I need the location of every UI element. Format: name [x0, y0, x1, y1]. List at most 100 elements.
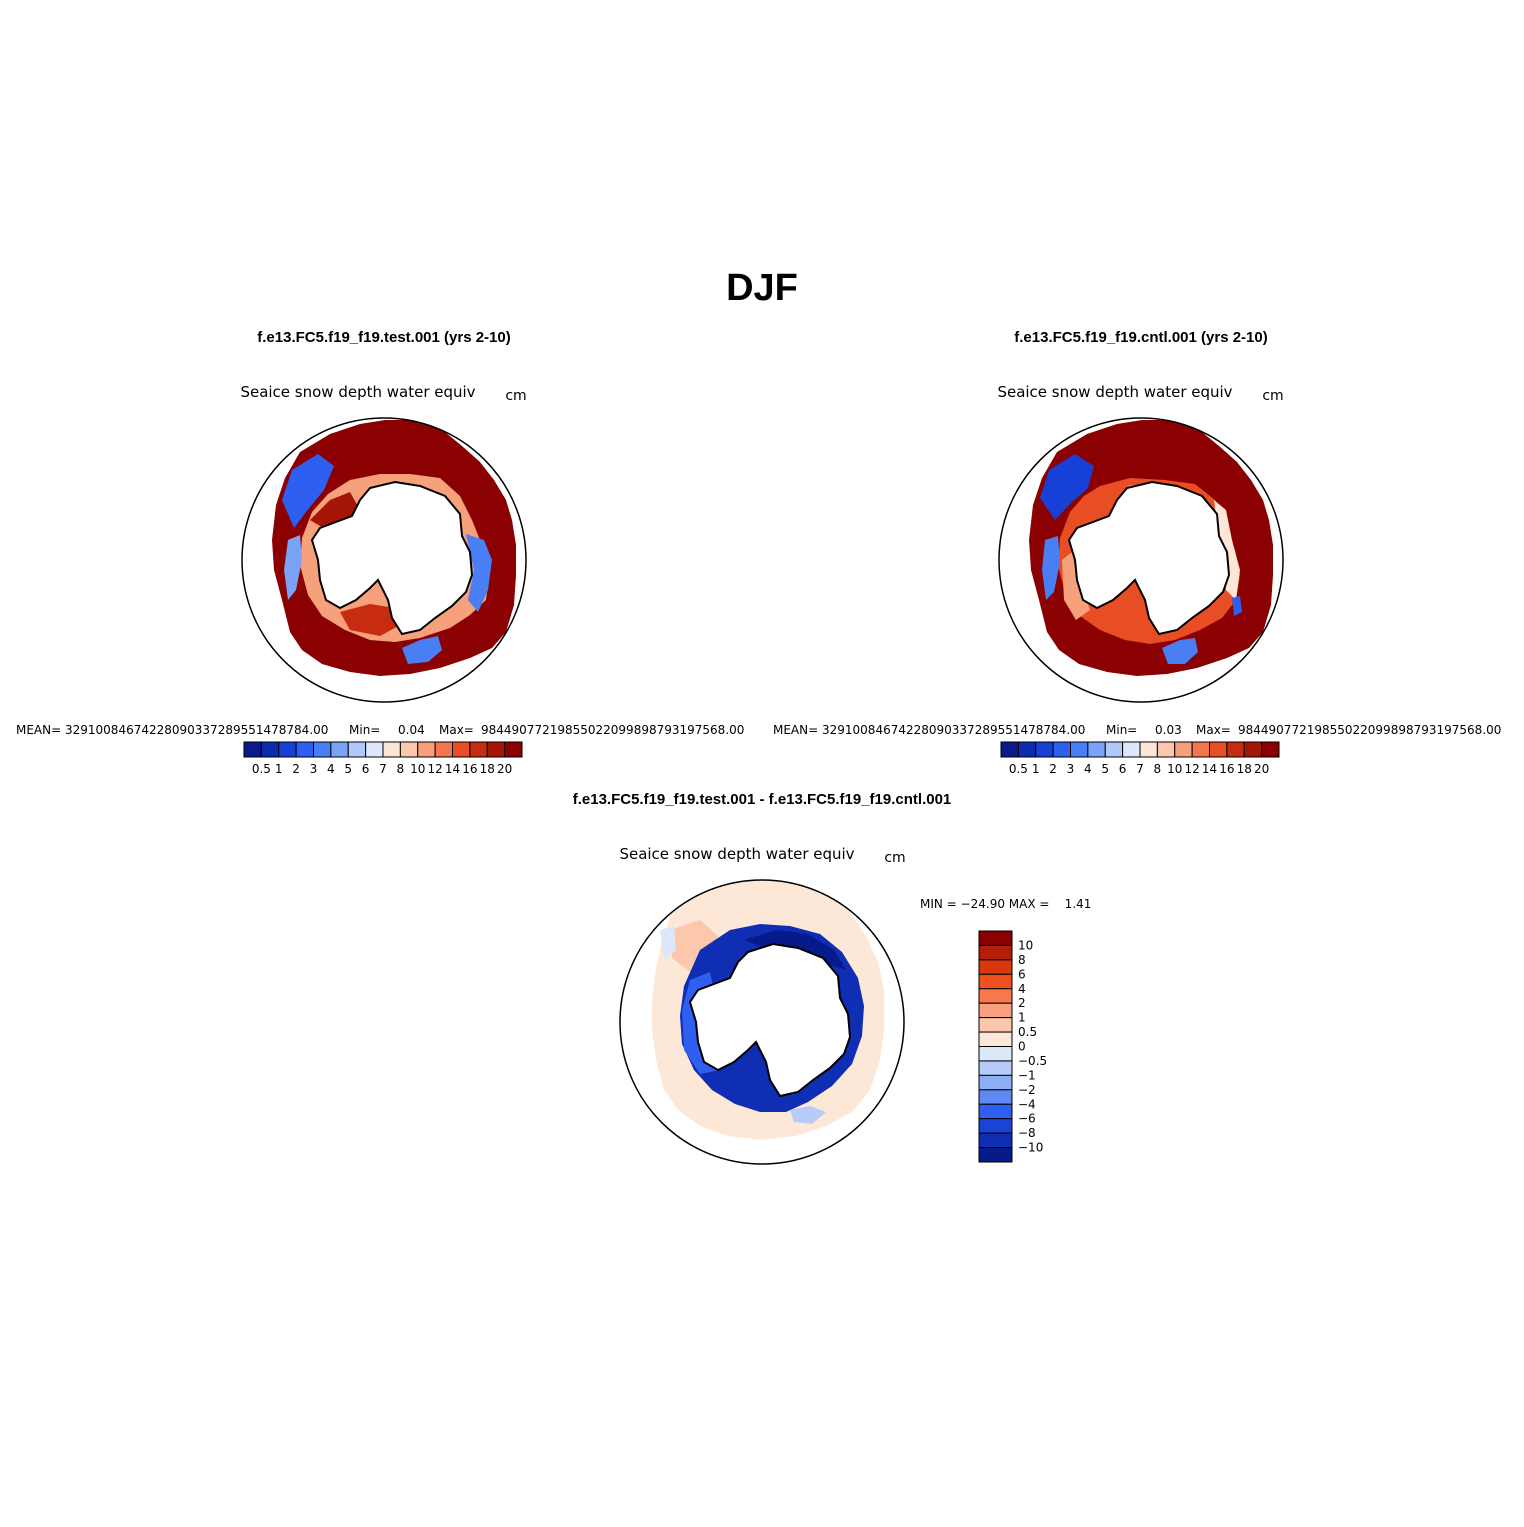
panel-cntl-variable-label: Seaice snow depth water equiv — [997, 383, 1232, 401]
panel-diff-colorbar-swatch-15 — [978, 1147, 1013, 1163]
panel-cntl-colorbar-swatch-7 — [1122, 741, 1141, 758]
panel-test-colorbar-swatch-6 — [347, 741, 367, 758]
panel-test-colorbar-tick-label: 0.5 — [252, 762, 271, 776]
panel-cntl-colorbar-swatch-3 — [1052, 741, 1071, 758]
panel-test-mean-label: MEAN= — [16, 723, 61, 737]
panel-test-max-label: Max= — [439, 723, 474, 737]
panel-diff-colorbar-swatch-12 — [978, 1103, 1013, 1120]
panel-test-colorbar-tick-label: 8 — [397, 762, 405, 776]
panel-diff-colorbar-swatch-3 — [978, 973, 1013, 990]
panel-cntl-colorbar-tick-label: 7 — [1136, 762, 1144, 776]
panel-diff-variable-label: Seaice snow depth water equiv — [619, 845, 854, 863]
panel-diff-colorbar-swatch-7 — [978, 1031, 1013, 1047]
panel-cntl-colorbar-tick-label: 18 — [1237, 762, 1252, 776]
panel-cntl-mean-value: 32910084674228090337289551478784.00 — [822, 723, 1085, 737]
panel-diff-colorbar-tick-label: 8 — [1018, 953, 1026, 967]
panel-diff-colorbar-tick-label: −6 — [1018, 1112, 1036, 1126]
panel-diff-colorbar-tick-label: −10 — [1018, 1141, 1043, 1155]
panel-test-colorbar-swatch-5 — [330, 741, 349, 758]
panel-test-colorbar-tick-label: 5 — [344, 762, 352, 776]
panel-test-map — [242, 418, 526, 702]
panel-cntl-colorbar-tick-label: 8 — [1154, 762, 1162, 776]
panel-diff-colorbar-swatch-5 — [978, 1002, 1013, 1019]
panel-cntl-colorbar-tick-label: 16 — [1219, 762, 1234, 776]
panel-test-stats: MEAN= 32910084674228090337289551478784.0… — [16, 723, 744, 737]
panel-cntl-colorbar-swatch-10 — [1174, 741, 1193, 758]
panel-test-colorbar-swatch-14 — [486, 741, 506, 758]
panel-test-colorbar-tick-label: 6 — [362, 762, 370, 776]
panel-diff-units-label: cm — [884, 850, 905, 866]
panel-test-variable-label: Seaice snow depth water equiv — [240, 383, 475, 401]
panel-cntl-colorbar-swatch-2 — [1035, 741, 1054, 758]
panel-test-min-label: Min= — [349, 723, 380, 737]
panel-cntl-blue-band-west — [1040, 454, 1094, 520]
panel-diff-colorbar-tick-label: 0.5 — [1018, 1025, 1037, 1039]
panel-cntl-colorbar-swatch-8 — [1139, 741, 1158, 758]
figure-title: DJF — [726, 267, 798, 309]
panel-cntl-units-label: cm — [1262, 388, 1283, 404]
panel-diff-colorbar-tick-label: 0 — [1018, 1040, 1026, 1054]
panel-cntl-colorbar-tick-label: 1 — [1032, 762, 1040, 776]
panel-cntl-colorbar-tick-label: 5 — [1101, 762, 1109, 776]
panel-test-colorbar-tick-label: 20 — [497, 762, 512, 776]
panel-diff-map — [620, 880, 904, 1164]
panel-test-blue-band-west — [282, 454, 334, 528]
panel-diff-colorbar-swatch-13 — [978, 1118, 1013, 1134]
panel-test-colorbar-tick-label: 1 — [275, 762, 283, 776]
panel-diff-colorbar-tick-label: −0.5 — [1018, 1054, 1047, 1068]
panel-test-colorbar-swatch-11 — [434, 741, 453, 758]
panel-test-colorbar-tick-label: 18 — [480, 762, 495, 776]
panel-cntl-colorbar-swatch-9 — [1156, 741, 1176, 758]
panel-cntl-antarctica — [1067, 480, 1231, 636]
panel-cntl-colorbar-swatch-1 — [1017, 741, 1037, 758]
panel-cntl-colorbar-swatch-13 — [1226, 741, 1245, 758]
panel-diff-colorbar-swatch-0 — [978, 930, 1013, 946]
panel-cntl-min-label: Min= — [1106, 723, 1137, 737]
panel-diff-colorbar-swatch-9 — [978, 1060, 1013, 1076]
panel-test-colorbar-tick-label: 7 — [379, 762, 387, 776]
panel-test-colorbar-tick-label: 12 — [427, 762, 442, 776]
panel-test-colorbar: 0.5 1 2 3 4 5 6 7 8 10 12 14 16 18 20 — [243, 741, 523, 776]
panel-cntl-max-value: 98449077219855022099898793197568.00 — [1238, 723, 1501, 737]
panel-diff-colorbar-swatch-11 — [978, 1089, 1013, 1105]
panel-test-colorbar-swatch-2 — [278, 741, 297, 758]
panel-cntl-mean-label: MEAN= — [773, 723, 818, 737]
panel-diff-colorbar-tick-label: 6 — [1018, 967, 1026, 981]
panel-cntl-colorbar: 0.5 1 2 3 4 5 6 7 8 10 12 14 16 18 20 — [1000, 741, 1280, 776]
panel-test: f.e13.FC5.f19_f19.test.001 (yrs 2-10) Se… — [16, 329, 744, 776]
panel-cntl-colorbar-tick-label: 12 — [1184, 762, 1199, 776]
panel-diff-colorbar-tick-label: −4 — [1018, 1097, 1036, 1111]
panel-diff-colorbar-swatch-1 — [978, 944, 1013, 961]
panel-test-colorbar-tick-label: 14 — [445, 762, 460, 776]
panel-diff-colorbar-swatch-6 — [978, 1017, 1013, 1033]
panel-test-colorbar-swatch-4 — [313, 741, 332, 758]
panel-test-colorbar-swatch-3 — [295, 741, 314, 758]
panel-test-colorbar-tick-label: 3 — [310, 762, 318, 776]
panel-test-colorbar-swatch-8 — [382, 741, 401, 758]
panel-diff-colorbar-swatch-4 — [978, 988, 1013, 1004]
panel-diff-case-title: f.e13.FC5.f19_f19.test.001 - f.e13.FC5.f… — [573, 791, 952, 808]
panel-test-mean-value: 32910084674228090337289551478784.00 — [65, 723, 328, 737]
panel-test-colorbar-swatch-15 — [504, 741, 523, 758]
panel-diff: f.e13.FC5.f19_f19.test.001 - f.e13.FC5.f… — [573, 791, 1091, 1165]
panel-cntl-colorbar-tick-label: 3 — [1067, 762, 1075, 776]
panel-cntl-map — [999, 418, 1283, 702]
panel-test-case-title: f.e13.FC5.f19_f19.test.001 (yrs 2-10) — [257, 329, 510, 346]
panel-test-colorbar-tick-label: 2 — [292, 762, 300, 776]
panel-diff-colorbar-tick-label: 2 — [1018, 996, 1026, 1010]
panel-diff-colorbar-swatch-10 — [978, 1074, 1013, 1091]
panel-diff-colorbar-swatch-8 — [978, 1046, 1013, 1062]
panel-test-colorbar-swatch-9 — [399, 741, 419, 758]
panel-cntl-colorbar-swatch-11 — [1191, 741, 1210, 758]
panel-diff-colorbar-tick-label: 10 — [1018, 938, 1033, 952]
panel-test-colorbar-swatch-1 — [260, 741, 280, 758]
panel-diff-antarctica — [688, 942, 852, 1098]
panel-test-colorbar-swatch-12 — [452, 741, 471, 758]
panel-test-units-label: cm — [505, 388, 526, 404]
panel-cntl-colorbar-tick-label: 0.5 — [1009, 762, 1028, 776]
panel-cntl-colorbar-swatch-14 — [1243, 741, 1263, 758]
panel-cntl-colorbar-swatch-6 — [1104, 741, 1124, 758]
panel-test-colorbar-swatch-10 — [417, 741, 436, 758]
panel-test-colorbar-swatch-0 — [243, 741, 262, 758]
